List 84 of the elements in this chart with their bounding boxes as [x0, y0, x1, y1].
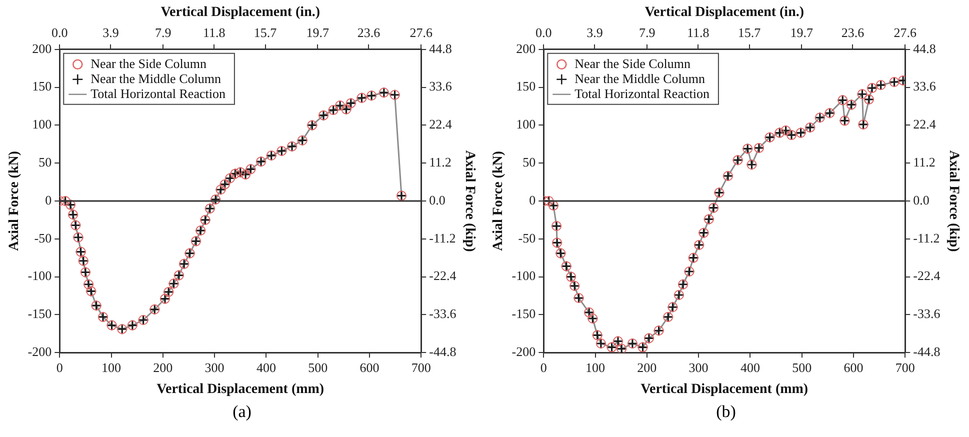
x2-tick-label: 3.9 [102, 25, 119, 40]
y2-tick-label: 22.4 [913, 116, 936, 132]
y2-tick-label: -44.8 [913, 344, 940, 360]
y-tick-label: -200 [28, 344, 52, 360]
x-tick-label: 500 [308, 360, 328, 375]
x2-axis-title: Vertical Displacement (in.) [644, 5, 804, 20]
x2-axis-title: Vertical Displacement (in.) [160, 5, 320, 20]
x-tick-label: 700 [895, 360, 915, 375]
legend-label: Near the Middle Column [574, 70, 706, 86]
x-tick-label: 300 [688, 360, 708, 375]
x-tick-label: 100 [586, 360, 606, 375]
y-tick-label: -100 [512, 268, 536, 284]
legend-label: Total Horizontal Reaction [574, 86, 710, 101]
x2-tick-label: 11.8 [687, 25, 710, 40]
y-tick-label: 200 [516, 40, 536, 56]
x2-tick-label: 15.7 [738, 25, 762, 40]
y2-tick-label: -44.8 [429, 344, 456, 360]
y2-tick-label: -33.6 [429, 306, 457, 322]
x-tick-label: 400 [256, 360, 276, 375]
legend-label: Near the Side Column [90, 56, 208, 71]
x2-tick-label: 27.6 [410, 25, 433, 40]
x2-tick-label: 0.0 [536, 25, 552, 40]
y-tick-label: -100 [28, 268, 52, 284]
x2-tick-label: 11.8 [203, 25, 226, 40]
y-tick-label: 50 [522, 154, 536, 170]
x2-tick-label: 3.9 [586, 25, 603, 40]
x2-tick-label: 27.6 [894, 25, 917, 40]
x-tick-label: 600 [844, 360, 864, 375]
y-axis-title: Axial Force (kN) [7, 150, 22, 252]
y2-tick-label: 11.2 [429, 154, 452, 170]
x2-tick-label: 23.6 [841, 25, 865, 40]
y-tick-label: 0 [45, 192, 52, 208]
y-tick-label: -200 [512, 344, 536, 360]
y2-tick-label: 11.2 [913, 154, 936, 170]
y-tick-label: 200 [32, 40, 52, 56]
text: (b) [715, 402, 737, 422]
y2-tick-label: 44.8 [429, 40, 452, 56]
y-tick-label: 50 [38, 154, 52, 170]
y-axis-title: Axial Force (kN) [491, 150, 506, 252]
x-tick-label: 100 [102, 360, 122, 375]
x-tick-label: 300 [204, 360, 224, 375]
y-tick-label: 150 [32, 78, 52, 94]
y-tick-label: 150 [516, 78, 536, 94]
x-tick-label: 200 [153, 360, 173, 375]
y2-tick-label: 0.0 [429, 192, 446, 208]
y-tick-label: -50 [34, 230, 52, 246]
x-tick-label: 400 [740, 360, 760, 375]
x2-tick-label: 7.9 [154, 25, 172, 40]
x-tick-label: 600 [360, 360, 380, 375]
y-tick-label: -150 [28, 306, 52, 322]
x-tick-label: 500 [792, 360, 812, 375]
x2-tick-label: 7.9 [638, 25, 656, 40]
y2-axis-title: Axial Force (kip) [946, 150, 961, 252]
x-tick-label: 700 [411, 360, 431, 375]
y2-tick-label: -33.6 [913, 306, 941, 322]
y-tick-label: 0 [529, 192, 536, 208]
y2-tick-label: 0.0 [913, 192, 930, 208]
y-tick-label: -150 [512, 306, 536, 322]
legend-label: Near the Side Column [574, 56, 692, 71]
x-axis-title: Vertical Displacement (mm) [156, 382, 324, 398]
y-tick-label: 100 [32, 116, 52, 132]
x2-tick-label: 0.0 [52, 25, 68, 40]
y2-axis-title: Axial Force (kip) [462, 150, 477, 252]
x2-tick-label: 23.6 [357, 25, 381, 40]
x-tick-label: 200 [637, 360, 657, 375]
x2-tick-label: 15.7 [254, 25, 278, 40]
x-tick-label: 0 [56, 360, 63, 375]
y-tick-label: 100 [516, 116, 536, 132]
y2-tick-label: 33.6 [429, 78, 452, 94]
y2-tick-label: 22.4 [429, 116, 452, 132]
x2-tick-label: 19.7 [306, 25, 330, 40]
x-axis-title: Vertical Displacement (mm) [640, 382, 808, 398]
y-tick-label: -50 [518, 230, 536, 246]
y2-tick-label: -22.4 [913, 268, 941, 284]
y2-tick-label: -11.2 [429, 230, 456, 246]
y2-tick-label: -22.4 [429, 268, 457, 284]
x-tick-label: 0 [540, 360, 547, 375]
y2-tick-label: -11.2 [913, 230, 940, 246]
x2-tick-label: 19.7 [790, 25, 814, 40]
text: (a) [232, 402, 252, 422]
legend-label: Total Horizontal Reaction [90, 86, 226, 101]
y2-tick-label: 33.6 [913, 78, 936, 94]
y2-tick-label: 44.8 [913, 40, 936, 56]
legend-label: Near the Middle Column [90, 70, 222, 86]
